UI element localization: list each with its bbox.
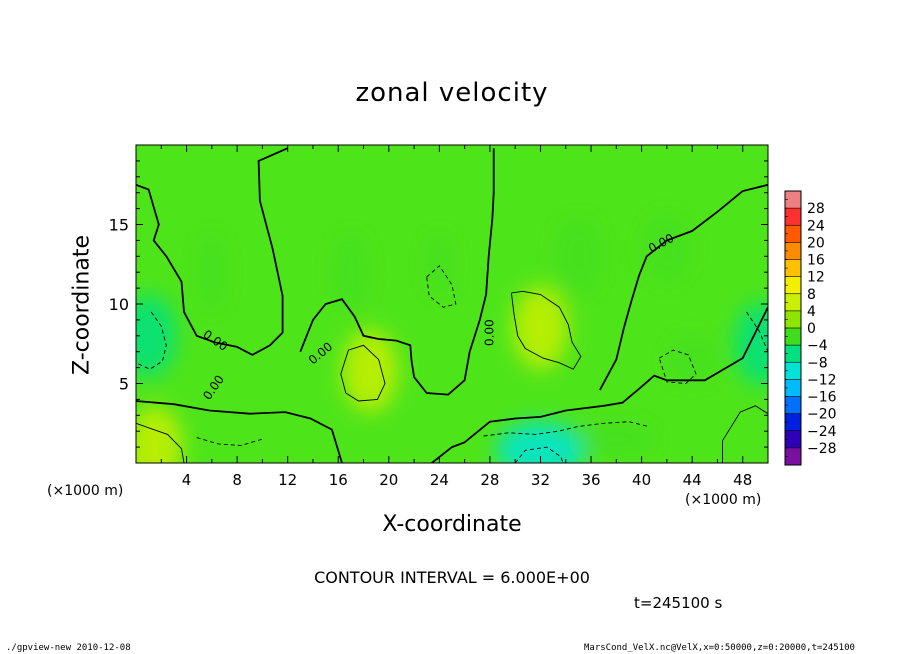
colorbar-label: −4 bbox=[807, 338, 828, 354]
field-extremum-0 bbox=[342, 329, 398, 413]
colorbar-swatch bbox=[785, 208, 801, 226]
field-shade-0 bbox=[196, 232, 228, 312]
x-tick-label: 28 bbox=[480, 471, 499, 489]
colorbar-swatch bbox=[785, 191, 801, 209]
colorbar-label: 16 bbox=[807, 253, 825, 269]
chart-title: zonal velocity bbox=[355, 78, 549, 108]
field-shade-2 bbox=[424, 232, 455, 297]
colorbar-swatch bbox=[785, 345, 801, 363]
x-tick-label: 20 bbox=[379, 471, 398, 489]
colorbar-swatch bbox=[785, 396, 801, 414]
plot-background bbox=[136, 145, 768, 463]
field-shade-3 bbox=[553, 216, 604, 297]
x-tick-label: 16 bbox=[329, 471, 348, 489]
field-extremum-1 bbox=[512, 286, 569, 370]
field-shade-4 bbox=[641, 213, 693, 284]
x-tick-label: 24 bbox=[430, 471, 449, 489]
colorbar-label: 28 bbox=[807, 201, 825, 217]
colorbar-swatch bbox=[785, 293, 801, 312]
colorbar-swatch bbox=[785, 225, 801, 243]
x-tick-label: 4 bbox=[182, 471, 192, 489]
contour-negative-3 bbox=[483, 421, 649, 437]
time-label: t=245100 s bbox=[634, 594, 723, 612]
colorbar-label: 0 bbox=[807, 321, 816, 337]
colorbar-label: 20 bbox=[807, 235, 825, 251]
colorbar-swatch bbox=[785, 430, 801, 449]
x-unit-label-left: (×1000 m) bbox=[47, 483, 124, 499]
contour-negative-2 bbox=[514, 446, 564, 463]
footer-left: ./gpview-new 2010-12-08 bbox=[6, 643, 131, 653]
contour-negative-6 bbox=[746, 311, 768, 352]
field-extremum-5 bbox=[733, 302, 768, 386]
colorbar-label: −16 bbox=[807, 390, 837, 406]
x-tick-label: 8 bbox=[232, 471, 242, 489]
contour-zero-2 bbox=[136, 400, 343, 463]
contour-positive-0 bbox=[340, 344, 386, 402]
colorbar-label: −8 bbox=[807, 355, 828, 371]
field-shade-5 bbox=[666, 334, 718, 386]
contour-negative-4 bbox=[658, 349, 697, 384]
contour-negative-1 bbox=[196, 437, 263, 446]
field-extremum-4 bbox=[496, 421, 585, 463]
x-axis-label: X-coordinate bbox=[382, 512, 522, 537]
y-axis-label: Z-coordinate bbox=[69, 235, 95, 375]
colorbar-label: 8 bbox=[807, 287, 816, 303]
colorbar-label: 24 bbox=[807, 218, 825, 234]
colorbar-label: −20 bbox=[807, 407, 837, 423]
field-shade-1 bbox=[331, 232, 370, 312]
contour-positive-1 bbox=[510, 290, 582, 370]
contour-zero-3 bbox=[431, 306, 768, 463]
contour-zero-0 bbox=[136, 147, 289, 356]
colorbar-swatch bbox=[785, 379, 801, 397]
colorbar-label: −12 bbox=[807, 372, 837, 388]
y-tick-label: 15 bbox=[109, 216, 129, 235]
field-extremum-2 bbox=[136, 405, 183, 463]
colorbar-label: −28 bbox=[807, 441, 837, 457]
colorbar-swatch bbox=[785, 259, 801, 277]
field-extremum-3 bbox=[136, 294, 177, 378]
x-tick-label: 12 bbox=[278, 471, 297, 489]
x-tick-label: 44 bbox=[683, 471, 702, 489]
x-tick-label: 48 bbox=[733, 471, 752, 489]
colorbar-swatch bbox=[785, 413, 801, 432]
contour-interval-note: CONTOUR INTERVAL = 6.000E+00 bbox=[314, 568, 590, 587]
contour-negative-0 bbox=[136, 311, 167, 370]
colorbar-swatch bbox=[785, 310, 801, 329]
x-tick-label: 40 bbox=[632, 471, 651, 489]
x-tick-label: 36 bbox=[581, 471, 600, 489]
y-tick-label: 5 bbox=[119, 375, 129, 394]
y-tick-label: 10 bbox=[109, 295, 129, 314]
colorbar-swatch bbox=[785, 242, 801, 260]
colorbar-swatch bbox=[785, 447, 801, 466]
contour-label: 0.00 bbox=[483, 319, 497, 346]
colorbar-swatch bbox=[785, 328, 801, 346]
colorbar-label: −24 bbox=[807, 424, 837, 440]
colorbar-swatch bbox=[785, 276, 801, 295]
field-shade-6 bbox=[578, 420, 655, 459]
x-tick-label: 32 bbox=[531, 471, 550, 489]
contour-positive-2 bbox=[136, 422, 185, 463]
colorbar-label: 12 bbox=[807, 270, 825, 286]
contour-negative-5 bbox=[426, 265, 457, 308]
colorbar-label: 4 bbox=[807, 304, 816, 320]
footer-right: MarsCond_VelX.nc@VelX,x=0:50000,z=0:2000… bbox=[584, 643, 855, 653]
contour-zero-1 bbox=[299, 148, 495, 396]
colorbar-swatch bbox=[785, 362, 801, 380]
contour-positive-3 bbox=[722, 405, 768, 463]
x-unit-label-right: (×1000 m) bbox=[685, 492, 762, 508]
contour-zero-4 bbox=[599, 183, 768, 391]
